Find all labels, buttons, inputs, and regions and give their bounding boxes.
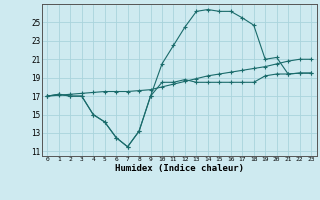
X-axis label: Humidex (Indice chaleur): Humidex (Indice chaleur) <box>115 164 244 173</box>
